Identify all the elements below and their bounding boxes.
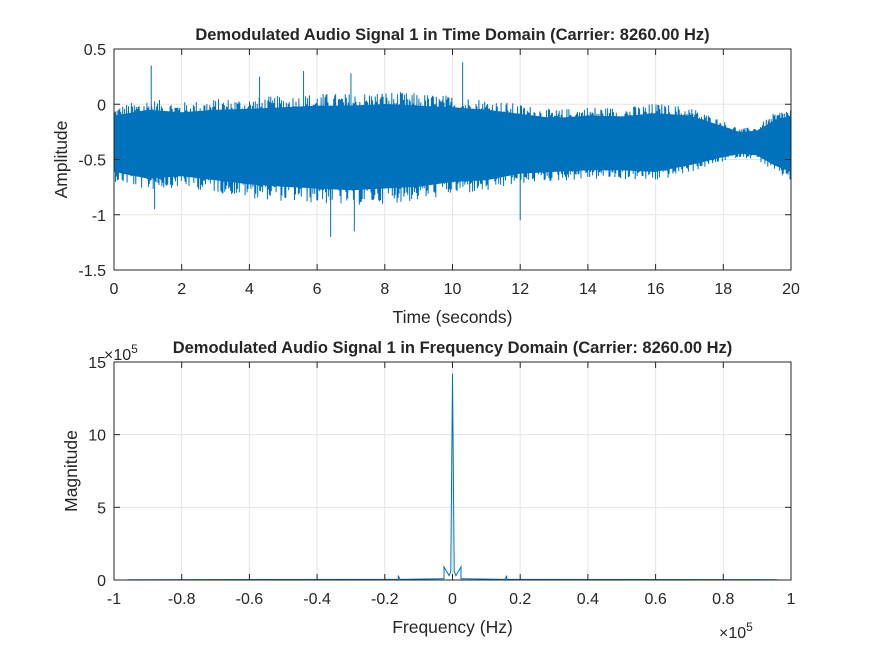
time-domain-y-tick-label: -0.5 — [78, 153, 106, 170]
x-exponent-power: 5 — [746, 620, 753, 634]
time-domain-x-tick-label: 18 — [714, 281, 732, 298]
time-domain-x-tick-label: 4 — [245, 281, 254, 298]
frequency-domain-y-tick-label: 15 — [88, 355, 106, 372]
frequency-domain-xlabel: Frequency (Hz) — [392, 617, 513, 637]
time-domain-y-tick-label: 0 — [97, 97, 106, 114]
time-domain-x-tick-label: 12 — [511, 281, 529, 298]
time-domain-signal — [113, 62, 792, 237]
time-domain-title: Demodulated Audio Signal 1 in Time Domai… — [195, 26, 709, 44]
frequency-domain-x-tick-label: 0.4 — [577, 591, 599, 608]
frequency-domain-x-tick-label: -0.8 — [168, 591, 196, 608]
frequency-domain-y-tick-label: 0 — [97, 573, 106, 590]
frequency-domain-x-exponent: ×105 — [719, 620, 753, 642]
time-domain-xlabel: Time (seconds) — [393, 307, 513, 327]
frequency-domain-x-tick-label: 1 — [787, 591, 796, 608]
frequency-domain-x-tick-label: 0.8 — [712, 591, 734, 608]
time-domain-x-tick-label: 6 — [313, 281, 322, 298]
frequency-domain-x-tick-label: -1 — [107, 591, 121, 608]
time-domain-chart: 0 2 4 6 8 10 12 14 16 18 20 -1.5 -1 -0.5 0 0.5 Demodula… — [51, 26, 800, 327]
time-domain-y-tick-label: 0.5 — [84, 42, 106, 59]
time-domain-signal-core — [114, 104, 791, 191]
time-domain-x-tick-label: 0 — [110, 281, 119, 298]
time-domain-x-tick-label: 10 — [444, 281, 462, 298]
time-domain-x-tick-label: 16 — [647, 281, 665, 298]
frequency-domain-x-tick-label: 0 — [448, 591, 457, 608]
frequency-domain-y-tick-label: 10 — [88, 428, 106, 445]
y-exponent-power: 5 — [131, 342, 138, 356]
x-exponent-base: ×10 — [719, 625, 746, 642]
frequency-domain-ylabel: Magnitude — [61, 430, 81, 512]
time-domain-ticks: 0 2 4 6 8 10 12 14 16 18 20 -1.5 -1 -0.5 0 0.5 — [78, 42, 800, 298]
time-domain-x-tick-label: 2 — [177, 281, 186, 298]
frequency-domain-x-tick-label: 0.2 — [509, 591, 531, 608]
frequency-domain-y-exponent: ×105 — [104, 342, 138, 364]
time-domain-x-tick-label: 20 — [782, 281, 800, 298]
frequency-domain-x-tick-label: -0.6 — [236, 591, 264, 608]
frequency-domain-x-tick-label: -0.4 — [303, 591, 331, 608]
frequency-domain-x-tick-label: -0.2 — [371, 591, 399, 608]
time-domain-x-tick-label: 14 — [579, 281, 597, 298]
time-domain-x-tick-label: 8 — [380, 281, 389, 298]
frequency-domain-x-tick-label: 0.6 — [644, 591, 666, 608]
frequency-domain-spectrum — [127, 373, 778, 581]
time-domain-y-tick-label: -1 — [92, 208, 106, 225]
y-exponent-base: ×10 — [104, 347, 131, 364]
time-domain-y-tick-label: -1.5 — [78, 263, 106, 280]
frequency-domain-spectrum-trace — [127, 373, 778, 581]
time-domain-ylabel: Amplitude — [51, 121, 71, 199]
frequency-domain-y-tick-label: 5 — [97, 500, 106, 517]
frequency-domain-title: Demodulated Audio Signal 1 in Frequency … — [173, 339, 733, 357]
